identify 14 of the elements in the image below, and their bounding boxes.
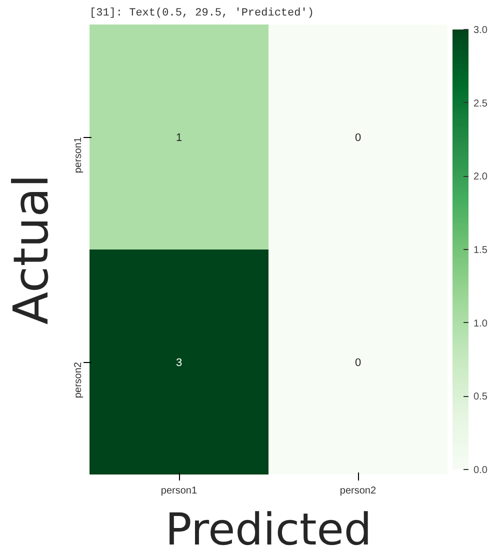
color-bar-label: 1.0 (474, 318, 488, 330)
color-bar-label: 0.5 (474, 392, 488, 403)
color-bar-label: 2.5 (474, 98, 488, 110)
color-bar-label: 3.0 (474, 25, 488, 36)
data-label: 1 (176, 132, 182, 144)
x-axis-title: Predicted (165, 504, 372, 556)
data-label: 3 (176, 357, 182, 369)
text: [31]: Text(0.5, 29.5, 'Predicted') (90, 8, 314, 20)
color-bar-label: 0.0 (474, 465, 488, 476)
data-label: 0 (354, 357, 362, 369)
y-axis-title: Actual (4, 174, 60, 325)
color-bar-label: 1.5 (474, 245, 488, 256)
data-label: 0 (354, 132, 362, 144)
color-bar-label: 2.0 (474, 172, 488, 183)
